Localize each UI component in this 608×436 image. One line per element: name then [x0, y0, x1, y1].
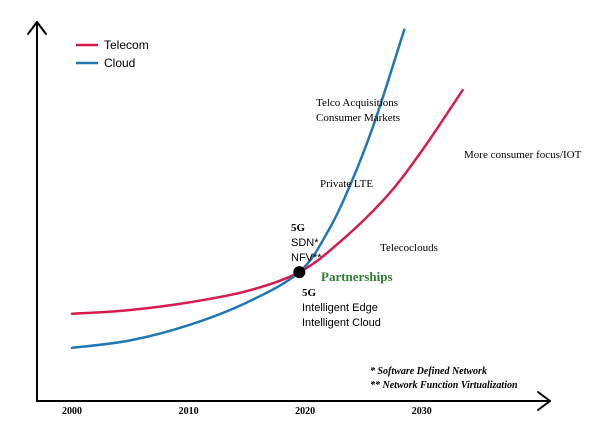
legend: Telecom Cloud — [76, 38, 149, 70]
annotation-consumer-focus: More consumer focus/IOT — [464, 149, 582, 161]
annotation-sdn: SDN* — [291, 237, 319, 249]
series-layer — [70, 28, 464, 350]
annotation-upper-5g: 5G — [291, 222, 306, 234]
x-tick-labels: 2000 2010 2020 2030 — [62, 406, 432, 417]
axes — [27, 21, 551, 411]
x-tick-label-2000: 2000 — [62, 406, 82, 417]
footnote-nfv: ** Network Function Virtualization — [370, 380, 518, 391]
annotations: Telco Acquisitions Consumer Markets More… — [291, 97, 582, 329]
annotation-consumer-markets: Consumer Markets — [316, 112, 400, 124]
annotation-private-lte: Private LTE — [320, 178, 373, 190]
annotation-telco-acquisitions: Telco Acquisitions — [316, 97, 398, 109]
legend-label-cloud: Cloud — [104, 56, 135, 70]
annotation-telecoclouds: Telecoclouds — [380, 242, 438, 254]
annotation-lower-5g: 5G — [302, 287, 317, 299]
x-tick-label-2010: 2010 — [179, 406, 199, 417]
y-axis-arrow — [27, 21, 47, 35]
x-axis-arrow — [537, 391, 551, 411]
annotation-intelligent-cloud: Intelligent Cloud — [302, 317, 381, 329]
annotation-intelligent-edge: Intelligent Edge — [302, 302, 378, 314]
footnote-sdn: * Software Defined Network — [370, 366, 487, 377]
annotation-nfv: NFV** — [291, 252, 322, 264]
x-tick-label-2030: 2030 — [412, 406, 432, 417]
series-line-telecom — [70, 88, 464, 316]
legend-label-telecom: Telecom — [104, 38, 149, 52]
intersection-point — [293, 266, 306, 279]
footnotes: * Software Defined Network ** Network Fu… — [370, 366, 518, 391]
x-tick-label-2020: 2020 — [295, 406, 315, 417]
annotation-partnerships: Partnerships — [321, 269, 393, 284]
